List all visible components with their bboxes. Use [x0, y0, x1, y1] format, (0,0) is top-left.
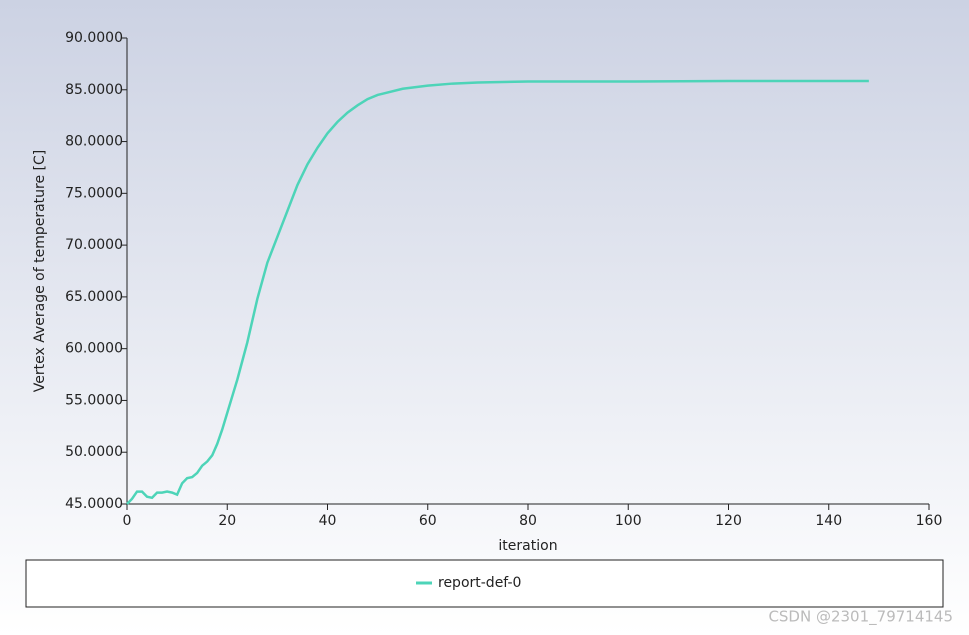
- y-tick-label: 45.0000: [65, 496, 123, 512]
- x-tick-label: 100: [615, 513, 642, 529]
- y-tick-label: 90.0000: [65, 30, 123, 46]
- legend-box: [25, 559, 944, 608]
- watermark: CSDN @2301_79714145: [768, 608, 953, 627]
- x-tick-label: 0: [123, 513, 132, 529]
- x-tick-label: 140: [815, 513, 842, 529]
- y-tick-label: 70.0000: [65, 237, 123, 253]
- y-axis-label: Vertex Average of temperature [C]: [32, 150, 48, 392]
- x-tick-label: 20: [218, 513, 236, 529]
- y-tick-label: 85.0000: [65, 82, 123, 98]
- y-tick-label: 65.0000: [65, 289, 123, 305]
- y-tick-label: 50.0000: [65, 444, 123, 460]
- y-tick-label: 75.0000: [65, 185, 123, 201]
- x-axis-label: iteration: [498, 538, 557, 554]
- y-tick-label: 80.0000: [65, 134, 123, 150]
- x-tick-label: 40: [319, 513, 337, 529]
- x-tick-label: 160: [916, 513, 943, 529]
- y-tick-label: 60.0000: [65, 341, 123, 357]
- x-tick-label: 80: [519, 513, 537, 529]
- x-tick-label: 120: [715, 513, 742, 529]
- legend-label: report-def-0: [438, 575, 521, 591]
- x-tick-label: 60: [419, 513, 437, 529]
- y-tick-label: 55.0000: [65, 392, 123, 408]
- data-line: [126, 79, 869, 505]
